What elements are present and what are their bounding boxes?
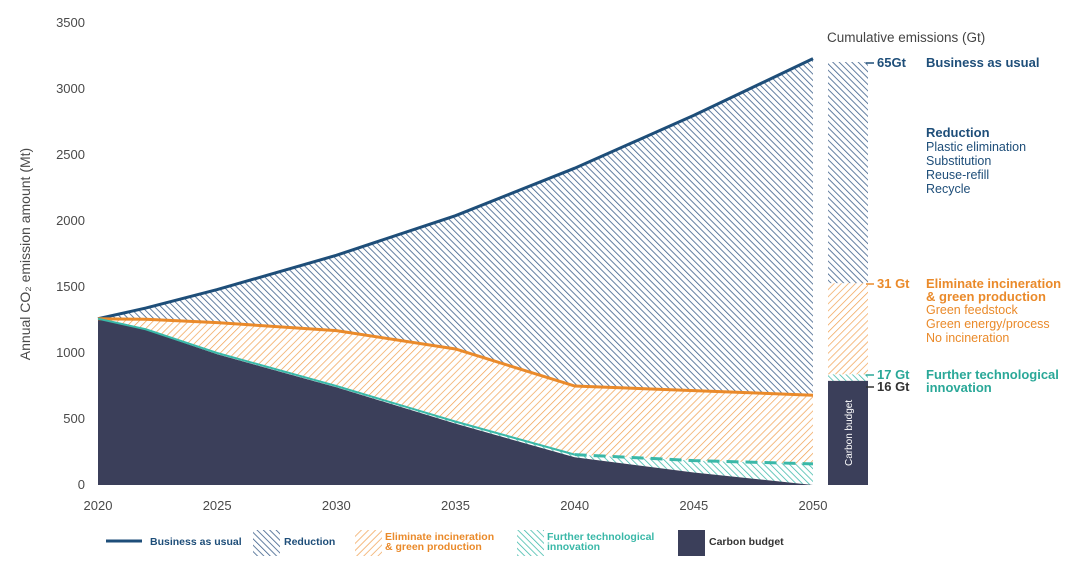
y-tick-label: 1500 <box>56 279 85 294</box>
reduction-block-title: Reduction <box>926 125 990 140</box>
carbon-budget-area <box>98 318 813 485</box>
further-innovation-area <box>98 318 813 485</box>
reduction-block-item: Plastic elimination <box>926 140 1026 154</box>
cumulative-subtitle-further: innovation <box>926 380 992 395</box>
cumulative-value-budget: 16 Gt <box>877 379 910 394</box>
x-tick-label: 2030 <box>322 498 351 513</box>
eliminate-block-item: No incineration <box>926 331 1009 345</box>
y-tick-label: 2500 <box>56 147 85 162</box>
legend-swatch-budget <box>678 530 705 556</box>
reduction-block-item: Substitution <box>926 154 991 168</box>
eliminate-block-item: Green energy/process <box>926 317 1050 331</box>
x-tick-label: 2020 <box>84 498 113 513</box>
further-innovation-dashed-line <box>574 453 814 466</box>
legend: Business as usual Reduction Eliminate inci… <box>106 530 784 556</box>
y-tick-label: 3000 <box>56 81 85 96</box>
eliminate-line <box>97 317 814 397</box>
eliminate-area <box>98 318 813 464</box>
cumulative-further-segment <box>828 374 868 381</box>
cumulative-value-business: 65Gt <box>877 55 907 70</box>
cumulative-title-further: Further technological <box>926 367 1059 382</box>
cumulative-title-business: Business as usual <box>926 55 1039 70</box>
x-tick-label: 2045 <box>679 498 708 513</box>
cumulative-value-further: 17 Gt <box>877 367 910 382</box>
legend-label: Further technological innovation <box>547 531 654 553</box>
legend-label: Business as usual <box>150 536 242 548</box>
x-tick-label: 2050 <box>799 498 828 513</box>
cumulative-value-eliminate: 31 Gt <box>877 276 910 291</box>
cumulative-reduction-segment <box>828 62 868 284</box>
y-tick-label: 3500 <box>56 15 85 30</box>
cumulative-heading: Cumulative emissions (Gt) <box>827 30 985 45</box>
eliminate-block-item: Green feedstock <box>926 303 1018 317</box>
y-tick-label: 0 <box>78 477 85 492</box>
x-tick-label: 2035 <box>441 498 470 513</box>
x-tick-label: 2025 <box>203 498 232 513</box>
cumulative-title-eliminate: Eliminate incineration <box>926 276 1061 291</box>
y-tick-label: 1000 <box>56 345 85 360</box>
legend-label: Reduction <box>284 536 335 548</box>
cumulative-eliminate-segment <box>828 283 868 375</box>
business-as-usual-line <box>97 57 814 321</box>
y-tick-label: 500 <box>63 411 85 426</box>
cumulative-subtitle-eliminate: & green production <box>926 289 1046 304</box>
y-axis-label: Annual CO₂ emission amount (Mt) <box>17 148 33 360</box>
y-tick-label: 2000 <box>56 213 85 228</box>
cumulative-bar: Carbon budget <box>828 62 868 485</box>
reduction-block-item: Recycle <box>926 182 971 196</box>
carbon-budget-bar-label: Carbon budget <box>844 400 855 466</box>
legend-swatch-further <box>517 530 544 556</box>
legend-swatch-reduction <box>253 530 280 556</box>
legend-label: Carbon budget <box>709 536 784 548</box>
cumulative-budget-segment <box>828 380 868 485</box>
x-tick-label: 2040 <box>560 498 589 513</box>
legend-swatch-eliminate <box>355 530 382 556</box>
reduction-block-item: Reuse-refill <box>926 168 989 182</box>
legend-label: Eliminate incineration & green production <box>385 531 494 553</box>
further-innovation-line <box>97 317 575 456</box>
